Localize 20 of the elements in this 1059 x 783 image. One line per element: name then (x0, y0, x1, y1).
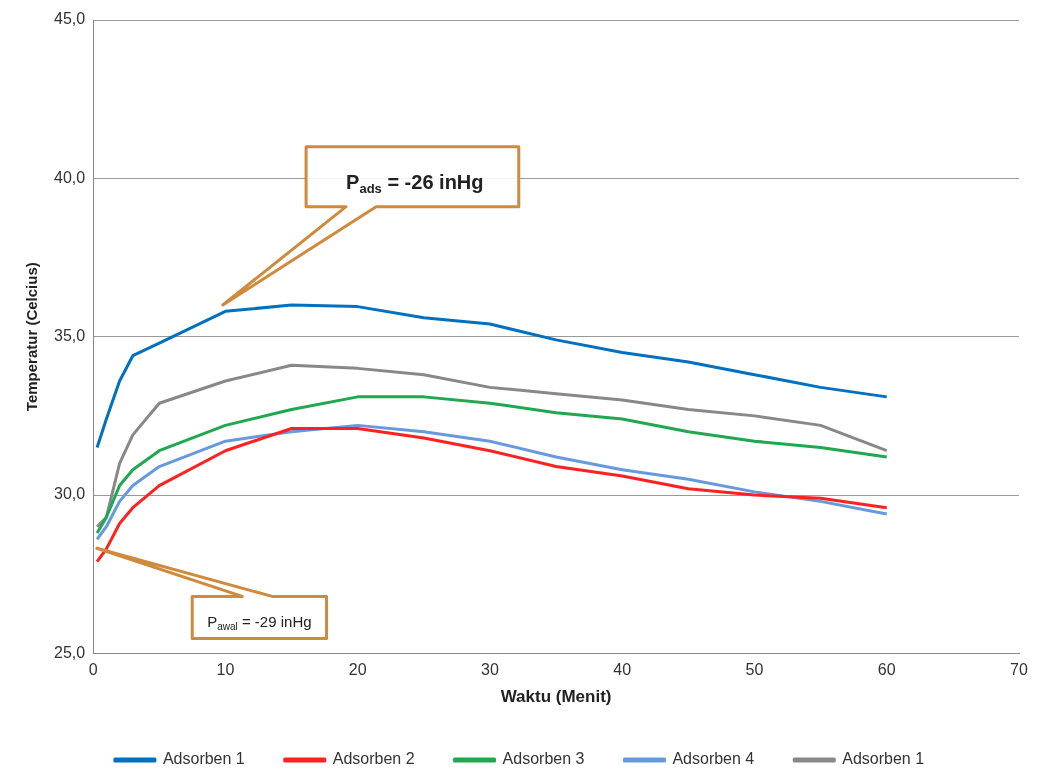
x-tick-label: 60 (877, 661, 896, 679)
legend-label: Adsorben 4 (672, 750, 755, 768)
y-tick-label: 40,0 (54, 168, 86, 186)
y-tick-label: 25,0 (54, 643, 86, 661)
x-tick-label: 10 (216, 661, 235, 679)
x-tick-label: 30 (481, 661, 499, 679)
y-axis-title: Temperatur (Celcius) (23, 262, 41, 412)
y-tick-label: 30,0 (54, 485, 86, 503)
legend-label: Adsorben 1 (162, 750, 245, 768)
x-tick-label: 0 (88, 661, 98, 679)
x-axis-title: Waktu (Menit) (500, 687, 612, 707)
x-tick-label: 20 (348, 661, 367, 679)
x-tick-label: 50 (745, 661, 764, 679)
y-tick-label: 45,0 (54, 10, 86, 28)
y-tick-label: 35,0 (54, 327, 86, 345)
legend-label: Adsorben 2 (332, 750, 415, 768)
legend-label: Adsorben 1 (842, 750, 925, 768)
x-tick-label: 40 (613, 661, 632, 679)
legend-label: Adsorben 3 (502, 750, 585, 768)
x-tick-label: 70 (1010, 661, 1028, 679)
